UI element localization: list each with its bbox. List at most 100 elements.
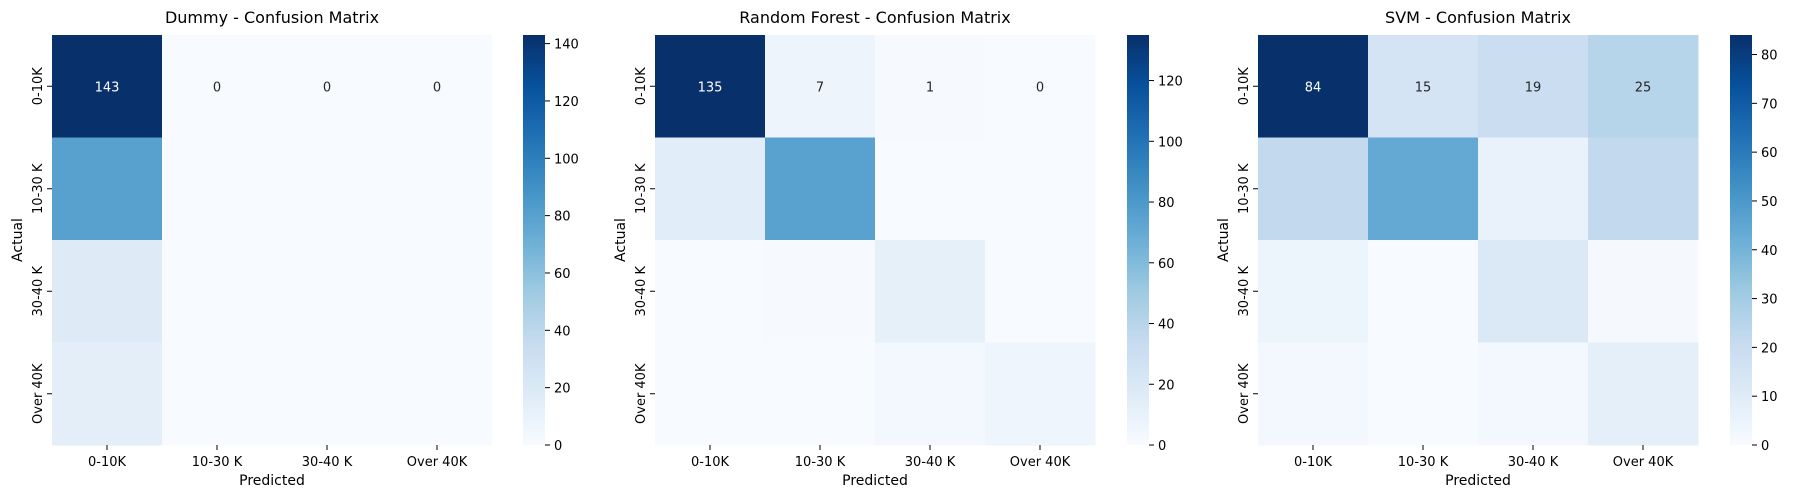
cell-value-label: 19 (1525, 80, 1542, 95)
heatmap-cell (1368, 240, 1479, 343)
heatmap-cell (1588, 240, 1699, 343)
cell-value-label: 25 (1635, 80, 1652, 95)
colorbar-tick-label: 140 (554, 38, 579, 53)
heatmap-cell (382, 137, 493, 241)
cell-value-label: 135 (698, 80, 723, 95)
y-tick-label: 10-30 K (31, 163, 46, 214)
colorbar-tick-label: 60 (1761, 146, 1778, 161)
heatmap-cell (985, 137, 1096, 241)
y-tick-label: 10-30 K (634, 163, 649, 214)
heatmap-cell (52, 35, 163, 138)
x-tick-label: 30-40 K (1508, 455, 1559, 470)
x-tick-label: 0-10K (1294, 455, 1333, 470)
colorbar (523, 35, 545, 445)
heatmap-cell (655, 137, 766, 241)
y-tick-label: 30-40 K (1237, 266, 1252, 317)
x-axis-label: Predicted (842, 473, 908, 489)
colorbar-tick-label: 40 (1158, 318, 1175, 333)
heatmap-cell (655, 240, 766, 343)
colorbar-tick-label: 40 (1761, 244, 1778, 259)
colorbar-tick-label: 80 (554, 210, 571, 225)
x-tick-label: 10-30 K (795, 455, 846, 470)
colorbar-tick-label: 0 (1158, 439, 1166, 454)
heatmap-cell (162, 35, 273, 138)
heatmap-cell (1588, 137, 1699, 241)
colorbar-tick-label: 40 (554, 324, 571, 339)
heatmap-cell (985, 240, 1096, 343)
heatmap-cell (1478, 240, 1589, 343)
heatmap-cell (655, 342, 766, 446)
colorbar-tick-label: 120 (554, 95, 579, 110)
cell-value-label: 0 (1036, 80, 1044, 95)
cell-value-label: 1 (926, 80, 934, 95)
colorbar-tick-label: 100 (1158, 135, 1183, 150)
heatmap-cell (875, 137, 986, 241)
heatmap-cell (1258, 35, 1369, 138)
x-tick-label: 30-40 K (905, 455, 956, 470)
heatmap-cell (1258, 240, 1369, 343)
x-tick-label: 0-10K (691, 455, 730, 470)
cell-value-label: 143 (95, 80, 120, 95)
chart-title: Random Forest - Confusion Matrix (739, 8, 1010, 27)
heatmap-cell (1368, 137, 1479, 241)
colorbar-tick-label: 20 (1158, 378, 1175, 393)
colorbar-tick-label: 10 (1761, 390, 1778, 405)
heatmap-cell (1588, 342, 1699, 446)
heatmap-cell (1258, 342, 1369, 446)
colorbar (1730, 35, 1752, 445)
heatmap-panel-0: Dummy - Confusion Matrix 143 0 0 0 0-10K 10-30… (10, 8, 579, 489)
y-tick-label: 10-30 K (1237, 163, 1252, 214)
y-axis-label: Actual (1216, 218, 1232, 262)
x-tick-label: 30-40 K (302, 455, 353, 470)
heatmap-cell (765, 137, 876, 241)
heatmap-cell (162, 137, 273, 241)
x-tick-label: Over 40K (1613, 455, 1674, 470)
heatmap-cell (52, 137, 163, 241)
colorbar-tick-label: 70 (1761, 97, 1778, 112)
heatmap-cell (52, 240, 163, 343)
colorbar-tick-label: 120 (1158, 75, 1183, 90)
heatmap-cell (1478, 35, 1589, 138)
cell-value-label: 7 (816, 80, 824, 95)
heatmap-cell (1258, 137, 1369, 241)
colorbar-tick-label: 0 (554, 439, 562, 454)
colorbar-tick-label: 0 (1761, 439, 1769, 454)
heatmap-cell (272, 240, 383, 343)
heatmap-cell (875, 240, 986, 343)
y-tick-label: Over 40K (634, 363, 649, 424)
heatmap-cell (162, 342, 273, 446)
colorbar (1127, 35, 1149, 445)
x-tick-label: Over 40K (1010, 455, 1071, 470)
colorbar-tick-label: 20 (554, 382, 571, 397)
y-tick-label: Over 40K (31, 363, 46, 424)
heatmap-cell (985, 342, 1096, 446)
heatmap-cell (272, 342, 383, 446)
y-tick-label: Over 40K (1237, 363, 1252, 424)
colorbar-tick-label: 20 (1761, 341, 1778, 356)
x-axis-label: Predicted (1445, 473, 1511, 489)
heatmap-panel-1: Random Forest - Confusion Matrix 135 7 1 0 0-… (613, 8, 1183, 489)
colorbar-tick-label: 80 (1158, 196, 1175, 211)
cell-value-label: 0 (433, 80, 441, 95)
heatmap-cell (985, 35, 1096, 138)
heatmap-cell (1368, 35, 1479, 138)
heatmap-cell (765, 35, 876, 138)
heatmap-cell (655, 35, 766, 138)
heatmap-cell (272, 137, 383, 241)
heatmap-cell (1368, 342, 1479, 446)
colorbar-tick-label: 60 (554, 267, 571, 282)
chart-title: Dummy - Confusion Matrix (165, 8, 379, 27)
colorbar-tick-label: 30 (1761, 293, 1778, 308)
cell-value-label: 15 (1415, 80, 1432, 95)
y-tick-label: 30-40 K (31, 266, 46, 317)
y-axis-label: Actual (10, 218, 26, 262)
x-tick-label: 10-30 K (192, 455, 243, 470)
heatmap-cell (272, 35, 383, 138)
heatmap-cell (765, 342, 876, 446)
x-tick-label: 0-10K (88, 455, 127, 470)
y-tick-label: 0-10K (31, 67, 46, 106)
heatmap-panel-2: SVM - Confusion Matrix 84 15 19 25 0-10K 10-30… (1216, 8, 1778, 489)
y-tick-label: 0-10K (1237, 67, 1252, 106)
heatmap-cell (382, 35, 493, 138)
